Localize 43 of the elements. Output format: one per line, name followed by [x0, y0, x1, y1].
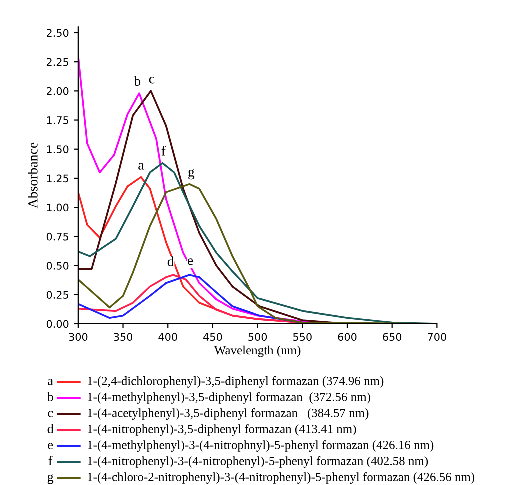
x-tick-label: 350 [114, 333, 133, 342]
x-tick-label: 700 [428, 333, 446, 342]
text: b [47, 392, 54, 402]
x-tick-label: 300 [69, 333, 88, 342]
text: f [48, 456, 53, 466]
y-tick-label: 1.25 [47, 174, 68, 183]
x-tick-label: 650 [383, 333, 402, 342]
annotation: c [149, 77, 155, 84]
legend-label: 1-(4-methylphenyl)-3-(4-nitrophnyl)-5-phenyl formazan (426.16 nm) [88, 440, 434, 452]
y-tick-label: 0.25 [46, 291, 68, 299]
y-axis-title: Absorbance [28, 142, 38, 209]
y-tick-label: 1.50 [47, 146, 69, 154]
y-tick-label: 0.75 [46, 232, 68, 241]
y-tick-label: 2.50 [46, 29, 69, 38]
annotation: b [134, 76, 141, 86]
legend-label: 1-(4-nitrophenyl)-3,5-diphenyl formazan (413.41 nm) [88, 424, 356, 436]
x-tick-label: 400 [158, 333, 178, 342]
text: e [48, 443, 54, 450]
x-tick-label: 600 [338, 333, 357, 342]
annotation: a [138, 163, 144, 170]
annotation: d [168, 256, 174, 266]
text: g [48, 474, 54, 484]
annotation: g [188, 170, 195, 180]
y-tick-label: 1.00 [47, 204, 69, 212]
text: c [48, 411, 54, 418]
y-tick-label: 2.00 [46, 87, 69, 96]
x-tick-label: 550 [294, 333, 312, 342]
x-tick-label: 450 [204, 333, 222, 342]
text: a [48, 379, 54, 386]
legend-label: 1-(2,4-dichlorophenyl)-3,5-diphenyl formazan (374.96 nm) [88, 376, 384, 388]
y-tick-label: 1.75 [47, 116, 68, 124]
x-axis-title: Wavelength (nm) [214, 346, 301, 358]
y-tick-label: 0.00 [46, 320, 69, 328]
legend-label: 1-(4-acetylphenyl)-3,5-diphenyl formazan (384.57 nm) [88, 408, 369, 420]
annotation: f [162, 146, 166, 156]
y-tick-label: 2.25 [46, 58, 68, 66]
text: d [48, 424, 54, 434]
y-tick-label: 0.50 [46, 262, 69, 270]
annotation: e [188, 258, 194, 266]
legend-label: 1-(4-chloro-2-nitrophenyl)-3-(4-nitrophenyl)-5-phenyl formazan (426.56 nm) [88, 472, 475, 484]
x-tick-label: 500 [248, 333, 268, 342]
legend-label: 1-(4-nitrophenyl)-3-(4-nitrophenyl)-5-phenyl formazan (402.58 nm) [88, 456, 428, 468]
legend-label: 1-(4-methylphenyl)-3,5-diphenyl formazan (372.56 nm) [88, 392, 370, 404]
